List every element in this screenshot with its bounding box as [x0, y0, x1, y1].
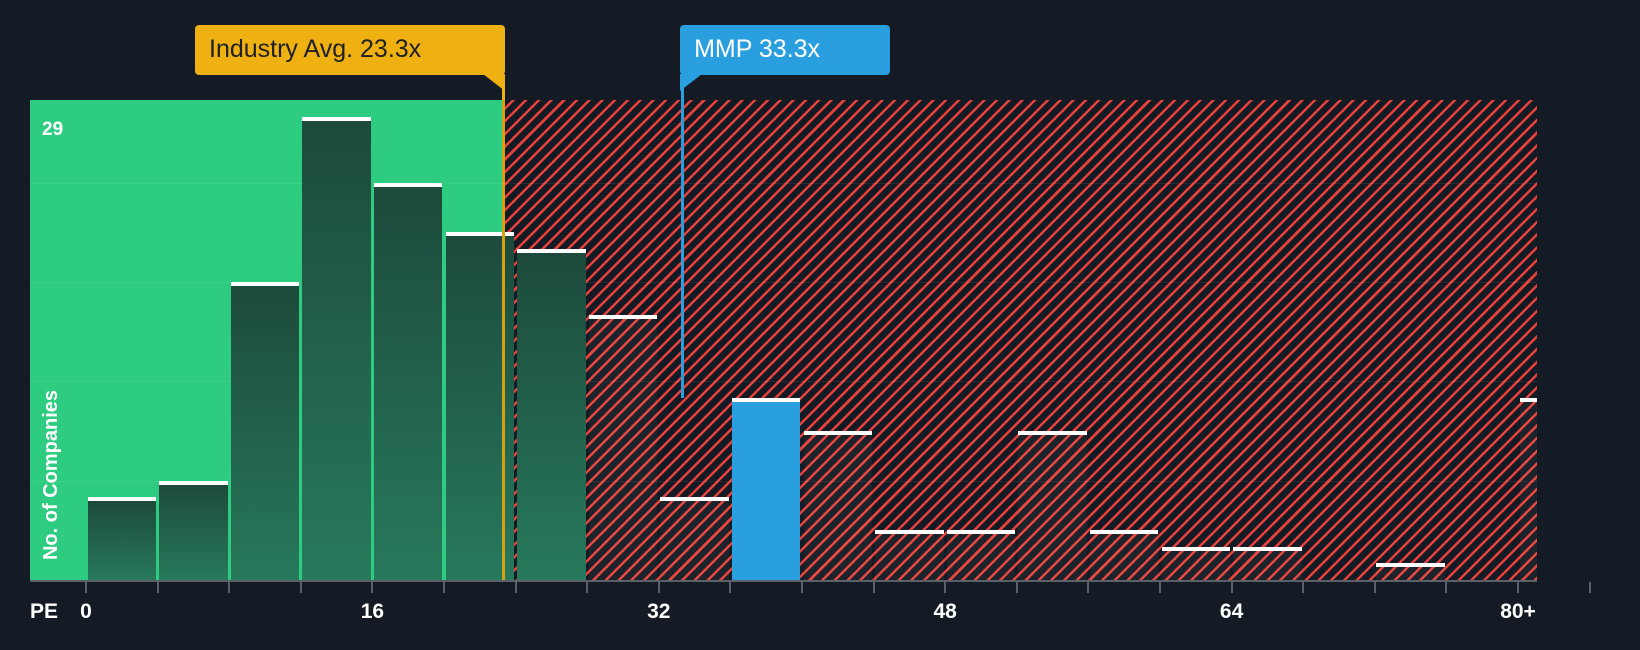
bar-56-60[interactable] — [1089, 530, 1159, 580]
x-axis-tick — [371, 582, 374, 593]
x-axis-tick — [443, 582, 445, 593]
x-axis-title: PE — [30, 600, 59, 623]
plot-area — [30, 100, 1537, 580]
y-axis-max-label: 29 — [42, 119, 64, 140]
bar-28-32[interactable] — [588, 315, 658, 580]
x-axis-tick — [228, 582, 231, 593]
x-axis-tick — [514, 582, 517, 593]
industry-avg-callout-label: Industry Avg. 23.3x — [209, 35, 422, 63]
bar-48-52[interactable] — [946, 530, 1016, 580]
x-axis-tick — [299, 582, 302, 593]
bar-64-68[interactable] — [1233, 546, 1302, 580]
y-axis-title: No. of Companies — [40, 390, 62, 561]
bar-40-44[interactable] — [803, 431, 873, 580]
x-axis-tick — [657, 582, 660, 593]
x-axis-tick-label: 16 — [360, 600, 385, 623]
x-axis-tick — [586, 582, 589, 593]
mmp-callout-label: MMP 33.3x — [694, 35, 821, 63]
bar-16-20[interactable] — [373, 182, 443, 580]
x-axis-tick — [1373, 582, 1376, 593]
bar-44-48[interactable] — [875, 530, 944, 580]
bar-80+[interactable] — [1519, 397, 1537, 580]
x-axis-tick — [872, 582, 875, 593]
bar-60-64[interactable] — [1161, 546, 1231, 580]
x-axis-tick — [1517, 582, 1519, 593]
callout-tail-icon — [680, 74, 703, 91]
bar-12-16[interactable] — [302, 116, 371, 580]
x-axis-tick — [156, 582, 159, 593]
mmp-stem — [681, 78, 685, 102]
x-axis-tick-label: 0 — [80, 600, 92, 623]
industry-avg-callout[interactable]: Industry Avg. 23.3x — [195, 25, 506, 91]
x-axis-tick — [1159, 582, 1161, 593]
callout-tail-icon — [483, 74, 506, 91]
bar-4-8[interactable] — [159, 480, 228, 580]
x-axis-tick-label: 80+ — [1500, 600, 1536, 623]
bar-32-36[interactable] — [660, 497, 729, 580]
bar-72-76[interactable] — [1376, 563, 1445, 580]
x-axis-tick-label: 64 — [1219, 600, 1244, 623]
bar-8-12[interactable] — [230, 282, 300, 580]
bar-24-28[interactable] — [517, 248, 586, 580]
bar-52-56[interactable] — [1018, 431, 1087, 580]
x-axis-tick-label: 48 — [933, 600, 957, 623]
x-axis-tick — [1445, 582, 1448, 593]
x-axis-tick — [944, 582, 947, 593]
bar-0-4[interactable] — [87, 497, 157, 580]
x-axis-tick — [1015, 582, 1018, 593]
bar-series — [30, 100, 1537, 580]
mmp-line — [681, 100, 685, 398]
x-axis-tick-label: 32 — [647, 600, 671, 623]
industry-avg-stem — [502, 78, 506, 102]
x-axis-tick — [1302, 582, 1305, 593]
x-axis-tick — [1588, 582, 1591, 593]
x-axis-line — [30, 580, 1537, 582]
x-axis-tick — [1230, 582, 1233, 593]
mmp-callout[interactable]: MMP 33.3x — [680, 25, 891, 91]
bar-36-40[interactable] — [731, 397, 801, 580]
x-axis-tick — [1087, 582, 1090, 593]
x-axis-tick — [729, 582, 732, 593]
x-axis-tick — [801, 582, 803, 593]
industry-avg-line — [502, 100, 506, 580]
x-axis-tick — [85, 582, 87, 593]
